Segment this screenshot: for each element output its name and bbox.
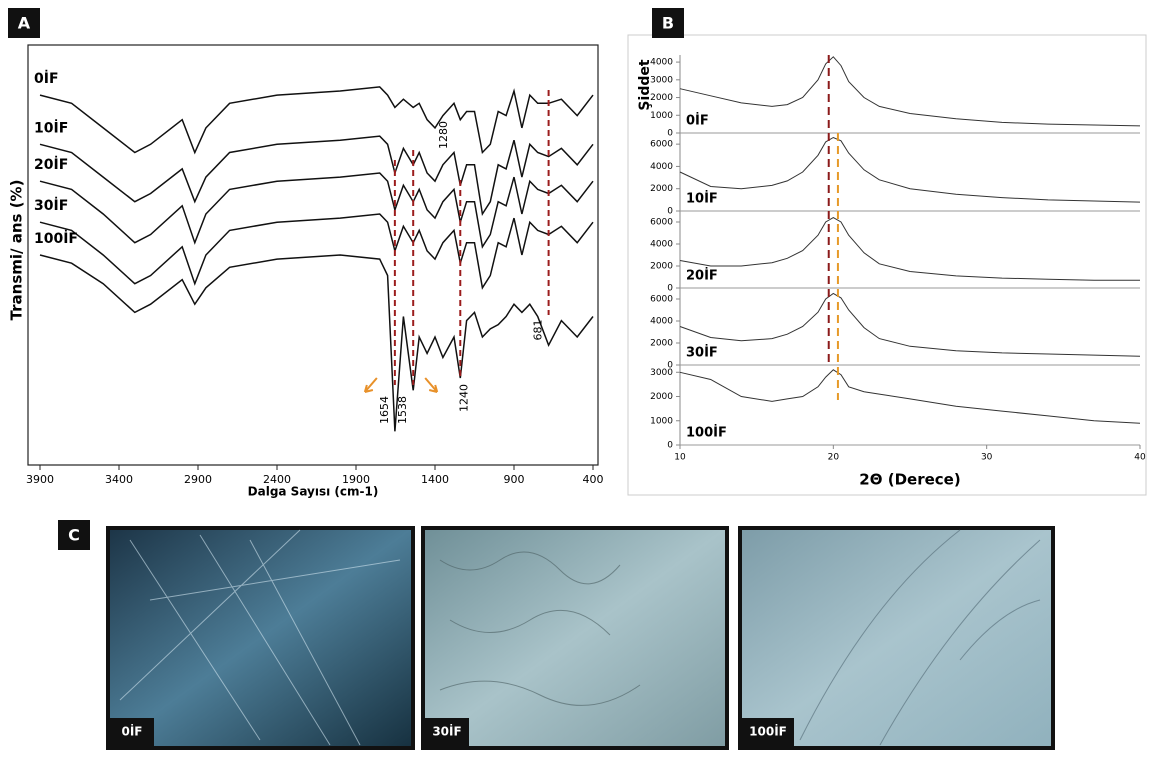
series-label: 0İF bbox=[686, 113, 709, 129]
y-tick-label: 2000 bbox=[650, 392, 673, 402]
y-tick-label: 3000 bbox=[650, 368, 673, 378]
spectrum-line bbox=[39, 86, 594, 155]
series-label: 100İF bbox=[34, 230, 78, 247]
x-tick-label: 400 bbox=[583, 473, 604, 486]
y-tick-label: 2000 bbox=[650, 339, 673, 349]
x-tick-label: 900 bbox=[504, 473, 525, 486]
y-tick-label: 3000 bbox=[650, 75, 673, 85]
series-label: 30İF bbox=[34, 197, 68, 214]
panel-label-box bbox=[8, 8, 40, 38]
y-tick-label: 0 bbox=[667, 207, 673, 217]
y-tick-label: 0 bbox=[667, 129, 673, 139]
y-tick-label: 4000 bbox=[650, 240, 673, 250]
peak-arrow bbox=[424, 377, 439, 393]
x-axis-label: 2Θ (Derece) bbox=[859, 471, 960, 489]
peak-label: 1654 bbox=[378, 396, 391, 424]
peak-label: 1280 bbox=[437, 121, 450, 149]
peak-label: 1240 bbox=[457, 384, 470, 412]
micrograph: 0İF bbox=[106, 526, 415, 750]
panel-frame bbox=[627, 34, 1147, 496]
y-axis-label: Şiddet bbox=[637, 59, 653, 110]
y-tick-label: 1000 bbox=[650, 111, 673, 121]
spectrum-line bbox=[39, 172, 594, 249]
y-tick-label: 1000 bbox=[650, 416, 673, 426]
y-tick-label: 4000 bbox=[650, 317, 673, 327]
peak-arrow bbox=[363, 377, 378, 393]
x-tick-label: 1900 bbox=[342, 473, 370, 486]
y-tick-label: 2000 bbox=[650, 262, 673, 272]
series-label: 10İF bbox=[686, 191, 718, 207]
panel-label: A bbox=[18, 14, 31, 33]
y-tick-label: 6000 bbox=[650, 295, 673, 305]
y-tick-label: 2000 bbox=[650, 184, 673, 194]
y-tick-label: 4000 bbox=[650, 58, 673, 68]
micrograph-caption: 100İF bbox=[749, 724, 787, 739]
micrograph: 100İF bbox=[738, 526, 1055, 750]
y-tick-label: 6000 bbox=[650, 218, 673, 228]
x-tick-label: 30 bbox=[981, 453, 993, 463]
y-tick-label: 0 bbox=[667, 361, 673, 371]
micrograph: 30İF bbox=[421, 526, 729, 750]
x-axis-label: Dalga Sayısı (cm-1) bbox=[248, 485, 379, 499]
x-tick-label: 2900 bbox=[184, 473, 212, 486]
panel-label-box bbox=[58, 520, 90, 550]
series-label: 100İF bbox=[686, 425, 727, 441]
y-tick-label: 6000 bbox=[650, 140, 673, 150]
micrograph-caption: 0İF bbox=[121, 724, 142, 739]
diffraction-line bbox=[679, 136, 1141, 203]
x-tick-label: 20 bbox=[828, 453, 840, 463]
spectrum-line bbox=[39, 213, 594, 290]
spectrum-line bbox=[39, 135, 594, 217]
series-label: 20İF bbox=[686, 268, 718, 284]
y-tick-label: 0 bbox=[667, 284, 673, 294]
y-tick-label: 4000 bbox=[650, 162, 673, 172]
y-tick-label: 0 bbox=[667, 441, 673, 451]
series-label: 30İF bbox=[686, 345, 718, 361]
spectrum-line bbox=[39, 254, 594, 432]
panel-label: B bbox=[662, 14, 674, 33]
diffraction-line bbox=[679, 56, 1141, 127]
diffraction-line bbox=[679, 292, 1141, 357]
x-tick-label: 1400 bbox=[421, 473, 449, 486]
panel-label-box bbox=[652, 8, 684, 38]
x-tick-label: 2400 bbox=[263, 473, 291, 486]
peak-label: 1538 bbox=[396, 396, 409, 424]
peak-label: 681 bbox=[532, 320, 545, 341]
panel-label: C bbox=[68, 526, 80, 545]
y-axis-label: Transmi/ ans (%) bbox=[8, 180, 26, 321]
micrograph-caption: 30İF bbox=[432, 724, 461, 739]
series-label: 0İF bbox=[34, 70, 59, 87]
y-tick-label: 2000 bbox=[650, 93, 673, 103]
diffraction-line bbox=[679, 217, 1140, 281]
plot-frame bbox=[27, 44, 599, 466]
series-label: 10İF bbox=[34, 119, 68, 136]
x-tick-label: 3900 bbox=[26, 473, 54, 486]
x-tick-label: 3400 bbox=[105, 473, 133, 486]
x-tick-label: 40 bbox=[1134, 453, 1146, 463]
x-tick-label: 10 bbox=[674, 453, 686, 463]
series-label: 20İF bbox=[34, 156, 68, 173]
diffraction-line bbox=[679, 369, 1141, 424]
